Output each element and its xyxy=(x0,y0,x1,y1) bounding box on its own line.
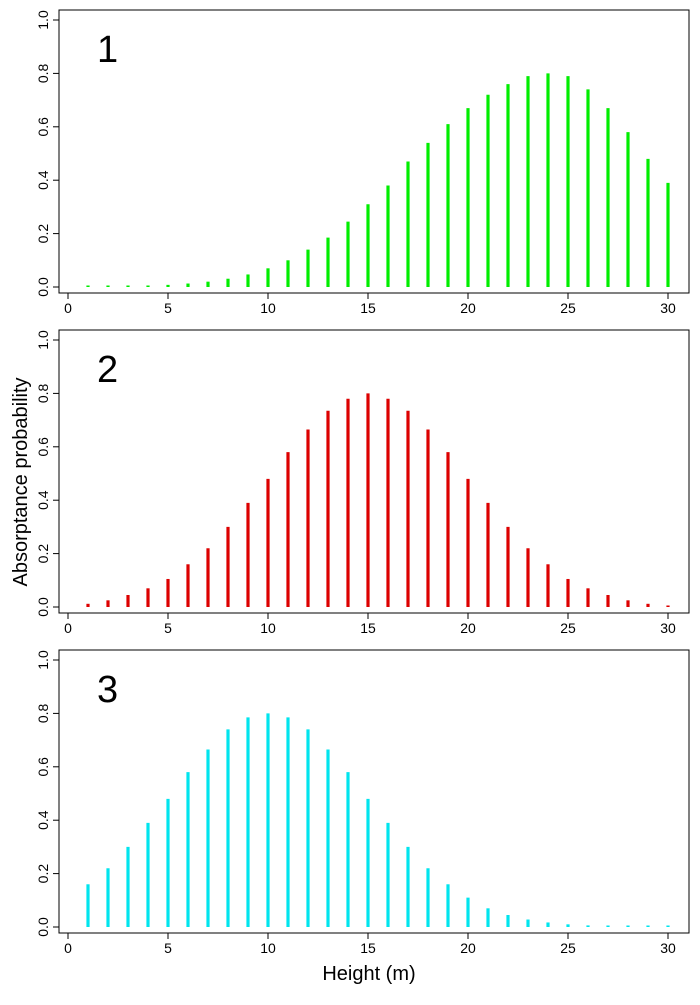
y-axis-title: Absorptance probability xyxy=(10,377,32,586)
plot-frame xyxy=(58,329,690,614)
chart-panel-2: 20 5 10 15 20 25 300.00.20.40.60.81.0 xyxy=(35,329,690,636)
x-tick-label: 10 xyxy=(260,300,276,316)
chart-panel-3: 30 5 10 15 20 25 300.00.20.40.60.81.0 xyxy=(35,649,690,956)
plot-frame xyxy=(58,649,690,934)
x-tick-label: 10 xyxy=(260,940,276,956)
y-tick-label: 0.0 xyxy=(35,277,51,297)
panel-label: 3 xyxy=(97,669,118,711)
y-tick-label: 0.8 xyxy=(35,383,51,403)
x-tick-label: 10 xyxy=(260,620,276,636)
y-tick-label: 0.4 xyxy=(35,170,51,190)
x-tick-label: 5 xyxy=(164,300,172,316)
y-tick-label: 0.2 xyxy=(35,224,51,244)
x-tick-label: 30 xyxy=(660,300,676,316)
y-tick-label: 0.0 xyxy=(35,917,51,937)
x-tick-label: 0 xyxy=(64,940,72,956)
x-tick-label: 0 xyxy=(64,620,72,636)
x-tick-label: 0 xyxy=(64,300,72,316)
x-tick-label: 30 xyxy=(660,620,676,636)
y-tick-label: 0.6 xyxy=(35,437,51,457)
y-tick-label: 0.4 xyxy=(35,490,51,510)
x-tick-label: 20 xyxy=(460,300,476,316)
x-axis-title: Height (m) xyxy=(322,963,415,985)
chart-panel-1: 10 5 10 15 20 25 300.00.20.40.60.81.0 xyxy=(35,9,690,316)
plot-frame xyxy=(58,9,690,294)
x-tick-label: 15 xyxy=(360,940,376,956)
x-tick-label: 5 xyxy=(164,940,172,956)
panel-label: 2 xyxy=(97,349,118,391)
y-tick-label: 1.0 xyxy=(35,10,51,30)
y-tick-label: 1.0 xyxy=(35,330,51,350)
x-tick-label: 25 xyxy=(560,300,576,316)
y-tick-label: 1.0 xyxy=(35,650,51,670)
x-tick-label: 25 xyxy=(560,940,576,956)
x-tick-label: 20 xyxy=(460,620,476,636)
y-tick-label: 0.0 xyxy=(35,597,51,617)
x-tick-label: 5 xyxy=(164,620,172,636)
chart-panels: 10 5 10 15 20 25 300.00.20.40.60.81.020 5 10 15 20… xyxy=(35,9,690,956)
y-tick-label: 0.6 xyxy=(35,117,51,137)
y-tick-label: 0.4 xyxy=(35,810,51,830)
y-tick-label: 0.2 xyxy=(35,864,51,884)
panel-label: 1 xyxy=(97,29,118,71)
x-tick-label: 30 xyxy=(660,940,676,956)
y-tick-label: 0.8 xyxy=(35,63,51,83)
x-tick-label: 20 xyxy=(460,940,476,956)
y-tick-label: 0.6 xyxy=(35,757,51,777)
x-tick-label: 15 xyxy=(360,620,376,636)
y-tick-label: 0.2 xyxy=(35,544,51,564)
x-tick-label: 15 xyxy=(360,300,376,316)
x-tick-label: 25 xyxy=(560,620,576,636)
y-tick-label: 0.8 xyxy=(35,703,51,723)
